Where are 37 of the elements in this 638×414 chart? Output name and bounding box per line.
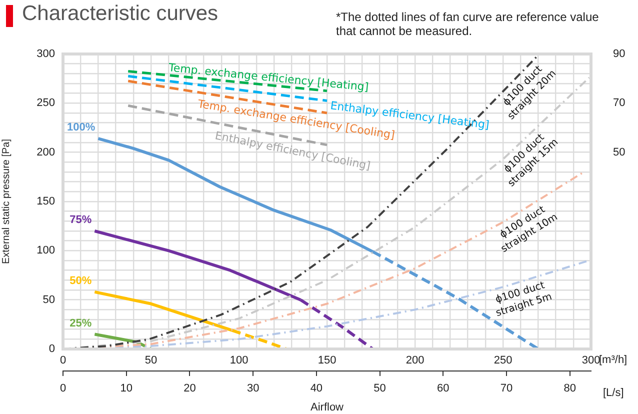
x2-tick-label: 30 — [246, 382, 260, 395]
x-tick-label: 0 — [60, 354, 66, 367]
x-tick-label: 50 — [144, 354, 158, 367]
y-tick-label: 50 — [42, 294, 55, 306]
y-tick-label: 300 — [36, 48, 55, 60]
x2-tick-label: 40 — [310, 382, 323, 395]
text: [m³/h] — [599, 354, 628, 366]
y2-tick-label: 90 — [613, 48, 626, 60]
x-tick-label: 200 — [406, 354, 424, 367]
text: *The dotted lines of fan curve are reference value that cannot be measured. — [336, 10, 600, 38]
x2-tick-label: 0 — [60, 382, 66, 395]
series-label: 100% — [67, 122, 96, 134]
text: Temp. exchange efficiency [Heating] — [167, 60, 370, 94]
x-tick-label: 250 — [494, 354, 512, 367]
y2-tick-label: 70 — [613, 97, 626, 110]
x2-tick-label: 20 — [184, 382, 196, 395]
chart-title: Characteristic curves — [22, 2, 218, 26]
x2-tick-label: 60 — [437, 382, 450, 395]
x2-axis-title: [L/s] — [603, 387, 624, 400]
y-tick-label: 100 — [36, 244, 55, 257]
y-tick-label: 0 — [48, 343, 55, 356]
x2-tick-label: 50 — [374, 382, 386, 395]
x-tick-label: 150 — [318, 354, 336, 367]
y-tick-label: 150 — [36, 196, 55, 208]
y-axis-title: External static pressure [Pa] — [0, 138, 12, 264]
y-tick-label: 200 — [36, 146, 55, 158]
x-axis-title: Airflow — [310, 401, 344, 414]
series-label: 25% — [70, 317, 92, 330]
x2-tick-label: 80 — [564, 382, 576, 395]
series-label: 50% — [70, 275, 92, 287]
x2-tick-label: 70 — [500, 382, 513, 395]
series-label: 75% — [70, 214, 92, 226]
y2-tick-label: 50 — [613, 146, 626, 158]
y-tick-label: 250 — [36, 97, 55, 110]
x2-tick-label: 10 — [120, 382, 132, 395]
x-tick-label: 300 — [582, 354, 600, 367]
x-tick-label: 100 — [230, 354, 248, 367]
